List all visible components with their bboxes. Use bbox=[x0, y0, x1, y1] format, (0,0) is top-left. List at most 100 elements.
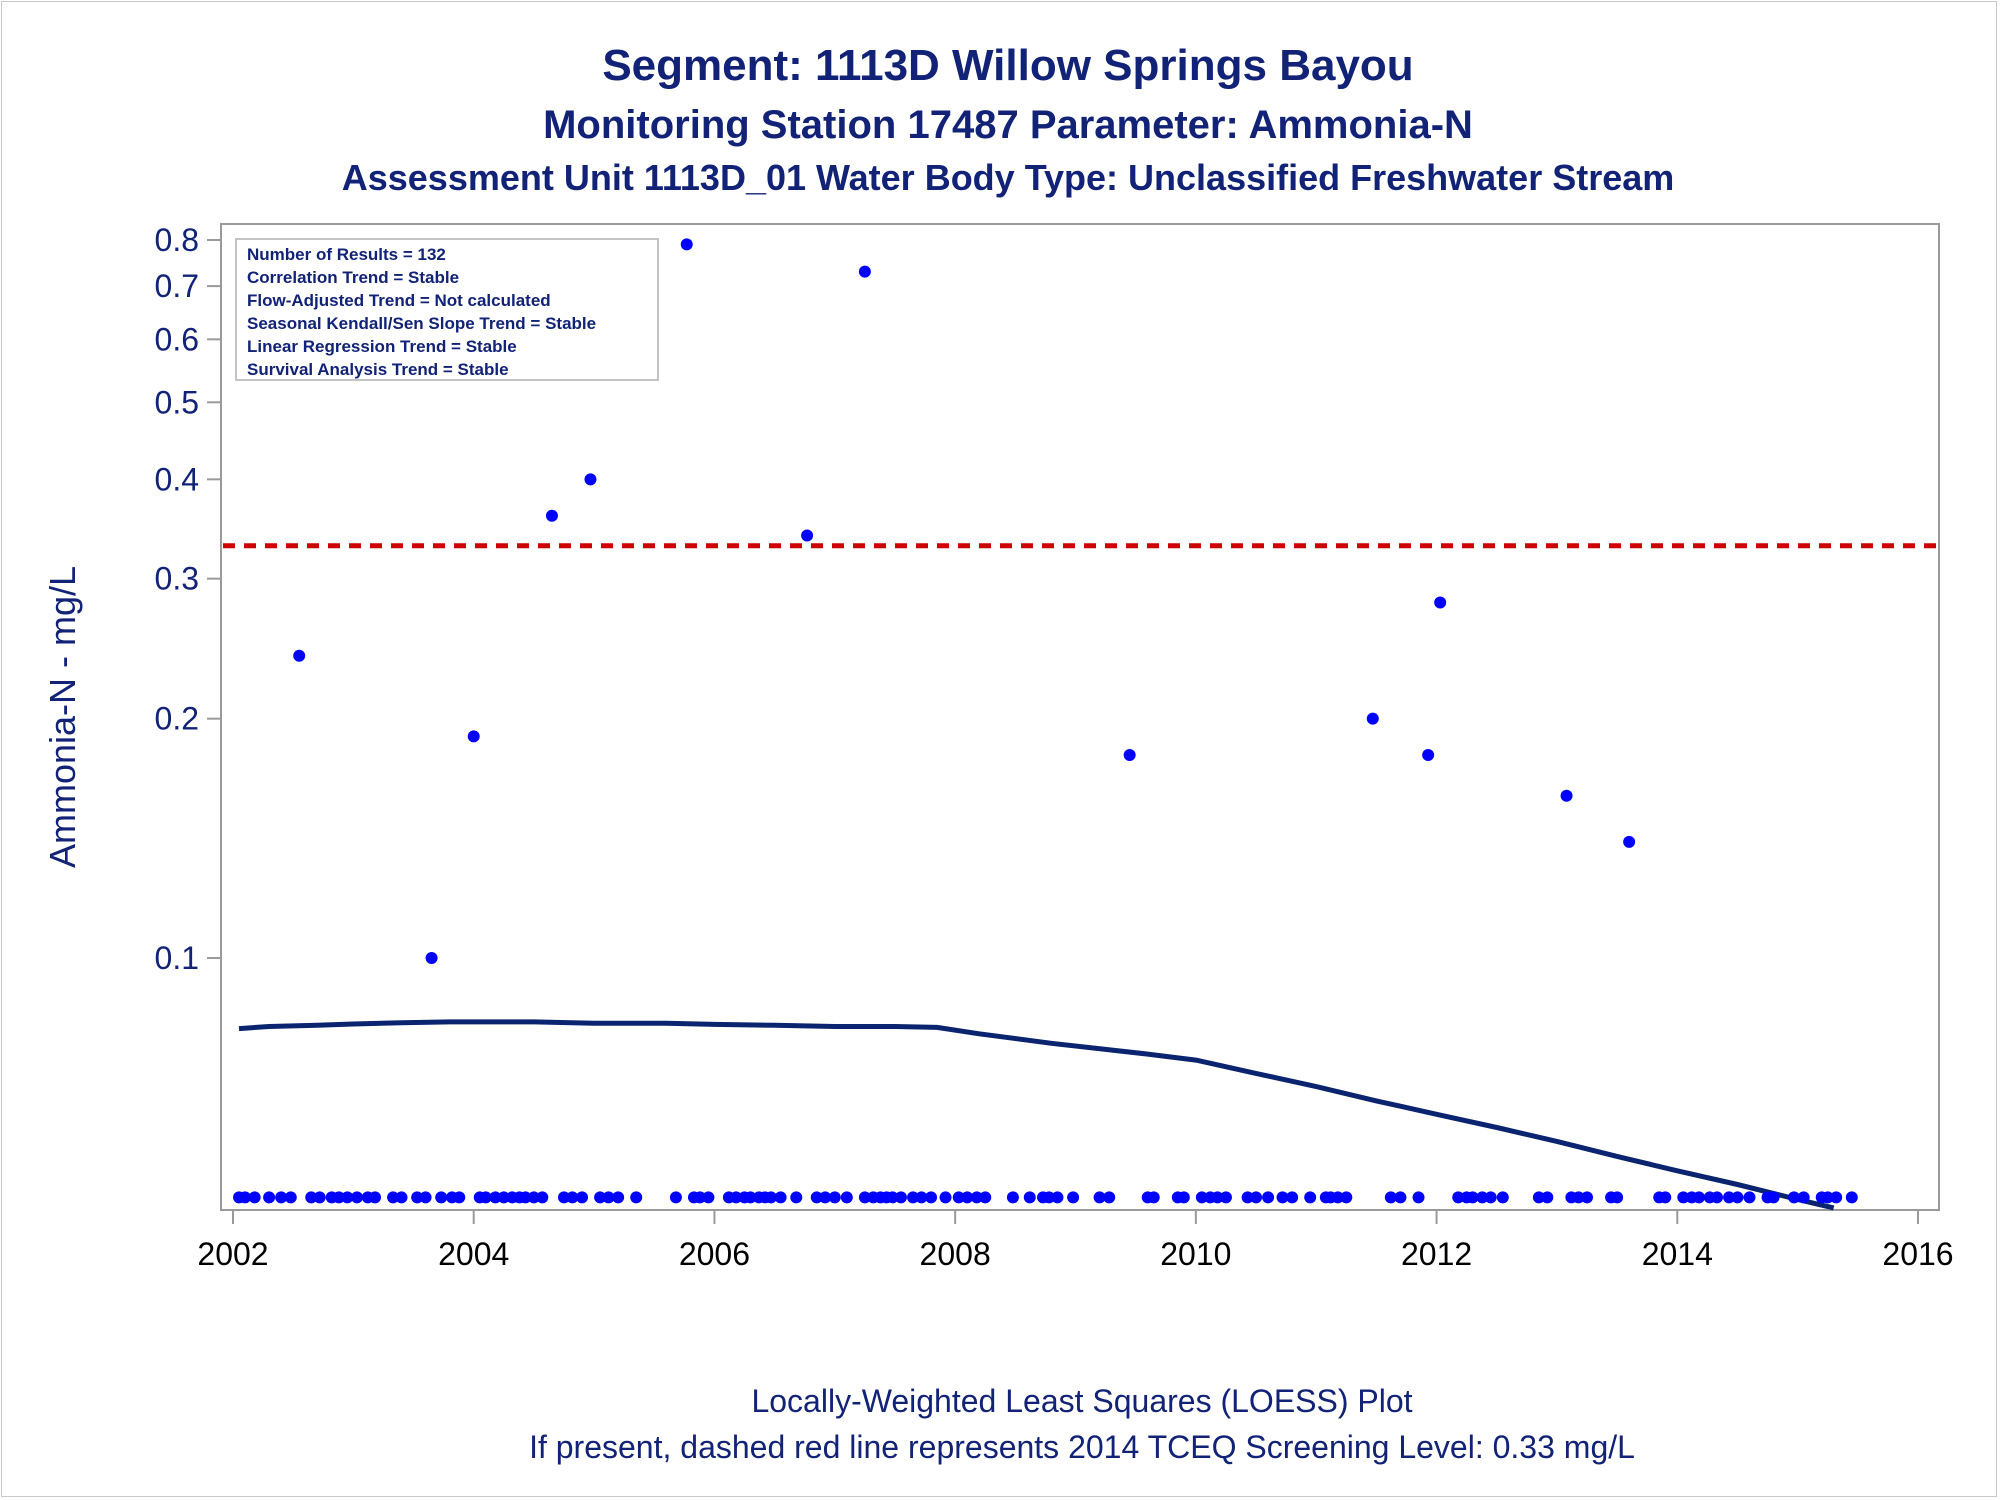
stats-line: Number of Results = 132 bbox=[247, 245, 446, 264]
data-point-low bbox=[536, 1191, 549, 1204]
data-point-low bbox=[1384, 1191, 1397, 1204]
y-tick-label: 0.7 bbox=[155, 268, 199, 304]
data-point-low bbox=[1731, 1191, 1744, 1204]
data-point bbox=[467, 730, 480, 743]
data-point-low bbox=[489, 1191, 502, 1204]
data-point-low bbox=[907, 1191, 920, 1204]
data-point-low bbox=[1051, 1191, 1064, 1204]
y-tick-label: 0.1 bbox=[155, 940, 199, 976]
trend-stats-box: Number of Results = 132 Correlation Tren… bbox=[235, 238, 659, 381]
data-point-low bbox=[411, 1191, 424, 1204]
stats-box-border bbox=[235, 238, 659, 381]
data-point-low bbox=[693, 1191, 706, 1204]
data-point-low bbox=[1262, 1191, 1275, 1204]
y-axis: 0.1 0.2 0.3 0.4 0.5 0.6 0.7 0.8 bbox=[155, 222, 221, 976]
footnote-screening: If present, dashed red line represents 2… bbox=[529, 1429, 1635, 1465]
data-point-low bbox=[1211, 1191, 1224, 1204]
stats-line: Linear Regression Trend = Stable bbox=[247, 337, 517, 356]
data-point-low bbox=[1023, 1191, 1036, 1204]
data-point-low bbox=[730, 1191, 743, 1204]
data-point-low bbox=[387, 1191, 400, 1204]
data-point-low bbox=[828, 1191, 841, 1204]
data-point-low bbox=[1484, 1191, 1497, 1204]
data-point-low bbox=[1659, 1191, 1672, 1204]
stats-line: Correlation Trend = Stable bbox=[247, 268, 459, 287]
data-point-low bbox=[979, 1191, 992, 1204]
data-point-low bbox=[1541, 1191, 1554, 1204]
data-point-low bbox=[435, 1191, 448, 1204]
data-point-low bbox=[961, 1191, 974, 1204]
data-point-low bbox=[810, 1191, 823, 1204]
y-axis-label: Ammonia-N - mg/L bbox=[42, 566, 83, 868]
data-point-low bbox=[1340, 1191, 1353, 1204]
data-point-low bbox=[1452, 1191, 1465, 1204]
data-point-low bbox=[239, 1191, 252, 1204]
chart-subtitle-2: Assessment Unit 1113D_01 Water Body Type… bbox=[342, 157, 1675, 198]
data-point-low bbox=[744, 1191, 757, 1204]
data-point-low bbox=[1286, 1191, 1299, 1204]
data-point-low bbox=[453, 1191, 466, 1204]
data-point-low bbox=[894, 1191, 907, 1204]
data-point-low bbox=[1845, 1191, 1858, 1204]
stats-line: Survival Analysis Trend = Stable bbox=[247, 360, 509, 379]
data-point-low bbox=[1788, 1191, 1801, 1204]
data-point-low bbox=[1496, 1191, 1509, 1204]
data-point-low bbox=[1572, 1191, 1585, 1204]
x-tick-label: 2010 bbox=[1160, 1236, 1231, 1272]
y-tick-label: 0.5 bbox=[155, 384, 199, 420]
data-point-low bbox=[1067, 1191, 1080, 1204]
y-tick-label: 0.3 bbox=[155, 561, 199, 597]
data-point-low bbox=[479, 1191, 492, 1204]
x-axis: 2002 2004 2006 2008 2010 2012 2014 2016 bbox=[197, 1210, 1954, 1272]
data-point-low bbox=[497, 1191, 510, 1204]
data-point-low bbox=[1103, 1191, 1116, 1204]
data-point-low bbox=[790, 1191, 803, 1204]
data-point-low bbox=[1797, 1191, 1810, 1204]
data-point bbox=[1366, 712, 1379, 725]
plot-area-frame bbox=[220, 223, 1940, 1211]
chart-title: Segment: 1113D Willow Springs Bayou bbox=[602, 41, 1413, 90]
data-point-low bbox=[1466, 1191, 1479, 1204]
data-point-low bbox=[419, 1191, 432, 1204]
x-tick-label: 2004 bbox=[438, 1236, 509, 1272]
chart-subtitle: Monitoring Station 17487 Parameter: Ammo… bbox=[543, 103, 1473, 147]
data-point-low bbox=[284, 1191, 297, 1204]
data-point-low bbox=[313, 1191, 326, 1204]
data-point-low bbox=[925, 1191, 938, 1204]
y-tick-label: 0.8 bbox=[155, 222, 199, 258]
data-point-low bbox=[576, 1191, 589, 1204]
stats-line: Flow-Adjusted Trend = Not calculated bbox=[247, 291, 551, 310]
data-point-low bbox=[1331, 1191, 1344, 1204]
stats-line: Seasonal Kendall/Sen Slope Trend = Stabl… bbox=[247, 314, 596, 333]
data-point-low bbox=[1821, 1191, 1834, 1204]
data-point-low bbox=[702, 1191, 715, 1204]
data-point-low bbox=[369, 1191, 382, 1204]
data-point-low bbox=[858, 1191, 871, 1204]
data-point bbox=[1434, 596, 1447, 609]
data-point bbox=[545, 509, 558, 522]
data-points-layer bbox=[233, 238, 1858, 1204]
data-point bbox=[1123, 749, 1136, 762]
data-point-low bbox=[1276, 1191, 1289, 1204]
data-point-low bbox=[527, 1191, 540, 1204]
data-point-low bbox=[275, 1191, 288, 1204]
data-point-low bbox=[774, 1191, 787, 1204]
data-point-low bbox=[1677, 1191, 1690, 1204]
data-point-low bbox=[1532, 1191, 1545, 1204]
x-tick-label: 2016 bbox=[1882, 1236, 1953, 1272]
data-point-low bbox=[915, 1191, 928, 1204]
data-point-low bbox=[602, 1191, 615, 1204]
data-point-low bbox=[1006, 1191, 1019, 1204]
loess-layer bbox=[238, 1019, 1835, 1211]
x-tick-label: 2012 bbox=[1401, 1236, 1472, 1272]
data-point bbox=[1623, 835, 1636, 848]
data-point-low bbox=[1581, 1191, 1594, 1204]
data-point-low bbox=[1611, 1191, 1624, 1204]
data-point-low bbox=[1723, 1191, 1736, 1204]
data-point-low bbox=[557, 1191, 570, 1204]
data-point bbox=[1422, 749, 1435, 762]
data-point-low bbox=[395, 1191, 408, 1204]
data-point-low bbox=[1250, 1191, 1263, 1204]
x-tick-label: 2008 bbox=[920, 1236, 991, 1272]
